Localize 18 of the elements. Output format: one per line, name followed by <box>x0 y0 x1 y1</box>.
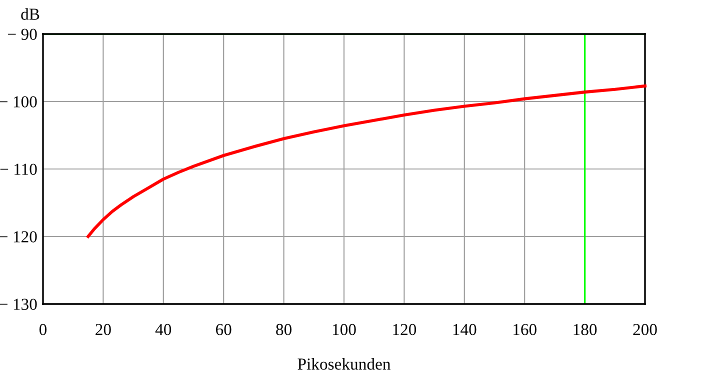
y-tick-label: − 90 <box>8 28 37 40</box>
x-tick-label: 0 <box>39 324 47 336</box>
x-tick-label: 100 <box>332 324 356 336</box>
y-axis-title: dB <box>21 8 40 20</box>
x-tick-label: 40 <box>155 324 172 336</box>
x-tick-label: 60 <box>216 324 232 336</box>
x-tick-label: 20 <box>96 324 111 336</box>
x-tick-label: 180 <box>574 324 597 336</box>
x-tick-label: 200 <box>633 324 657 336</box>
x-tick-label: 80 <box>276 324 292 336</box>
y-tick-label: − 110 <box>0 164 37 175</box>
y-tick-label: − 130 <box>0 298 37 310</box>
x-axis-title: Pikosekunden <box>298 358 391 370</box>
x-tick-label: 160 <box>514 324 536 336</box>
x-tick-label: 140 <box>453 324 476 336</box>
y-tick-label: − 100 <box>0 96 37 108</box>
x-tick-label: 120 <box>393 324 416 336</box>
y-tick-label: − 120 <box>0 231 37 242</box>
